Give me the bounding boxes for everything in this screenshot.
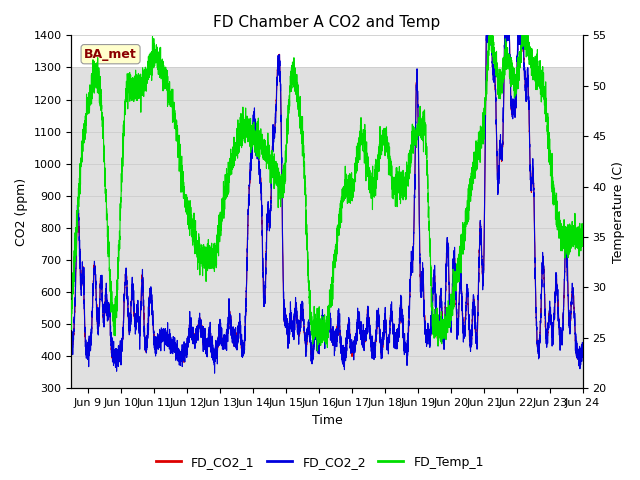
X-axis label: Time: Time: [312, 414, 342, 427]
Bar: [72, 67, 582, 388]
Text: BA_met: BA_met: [84, 48, 137, 60]
Legend: FD_CO2_1, FD_CO2_2, FD_Temp_1: FD_CO2_1, FD_CO2_2, FD_Temp_1: [151, 451, 489, 474]
Title: FD Chamber A CO2 and Temp: FD Chamber A CO2 and Temp: [213, 15, 440, 30]
Y-axis label: CO2 (ppm): CO2 (ppm): [15, 178, 28, 246]
Y-axis label: Temperature (C): Temperature (C): [612, 161, 625, 263]
